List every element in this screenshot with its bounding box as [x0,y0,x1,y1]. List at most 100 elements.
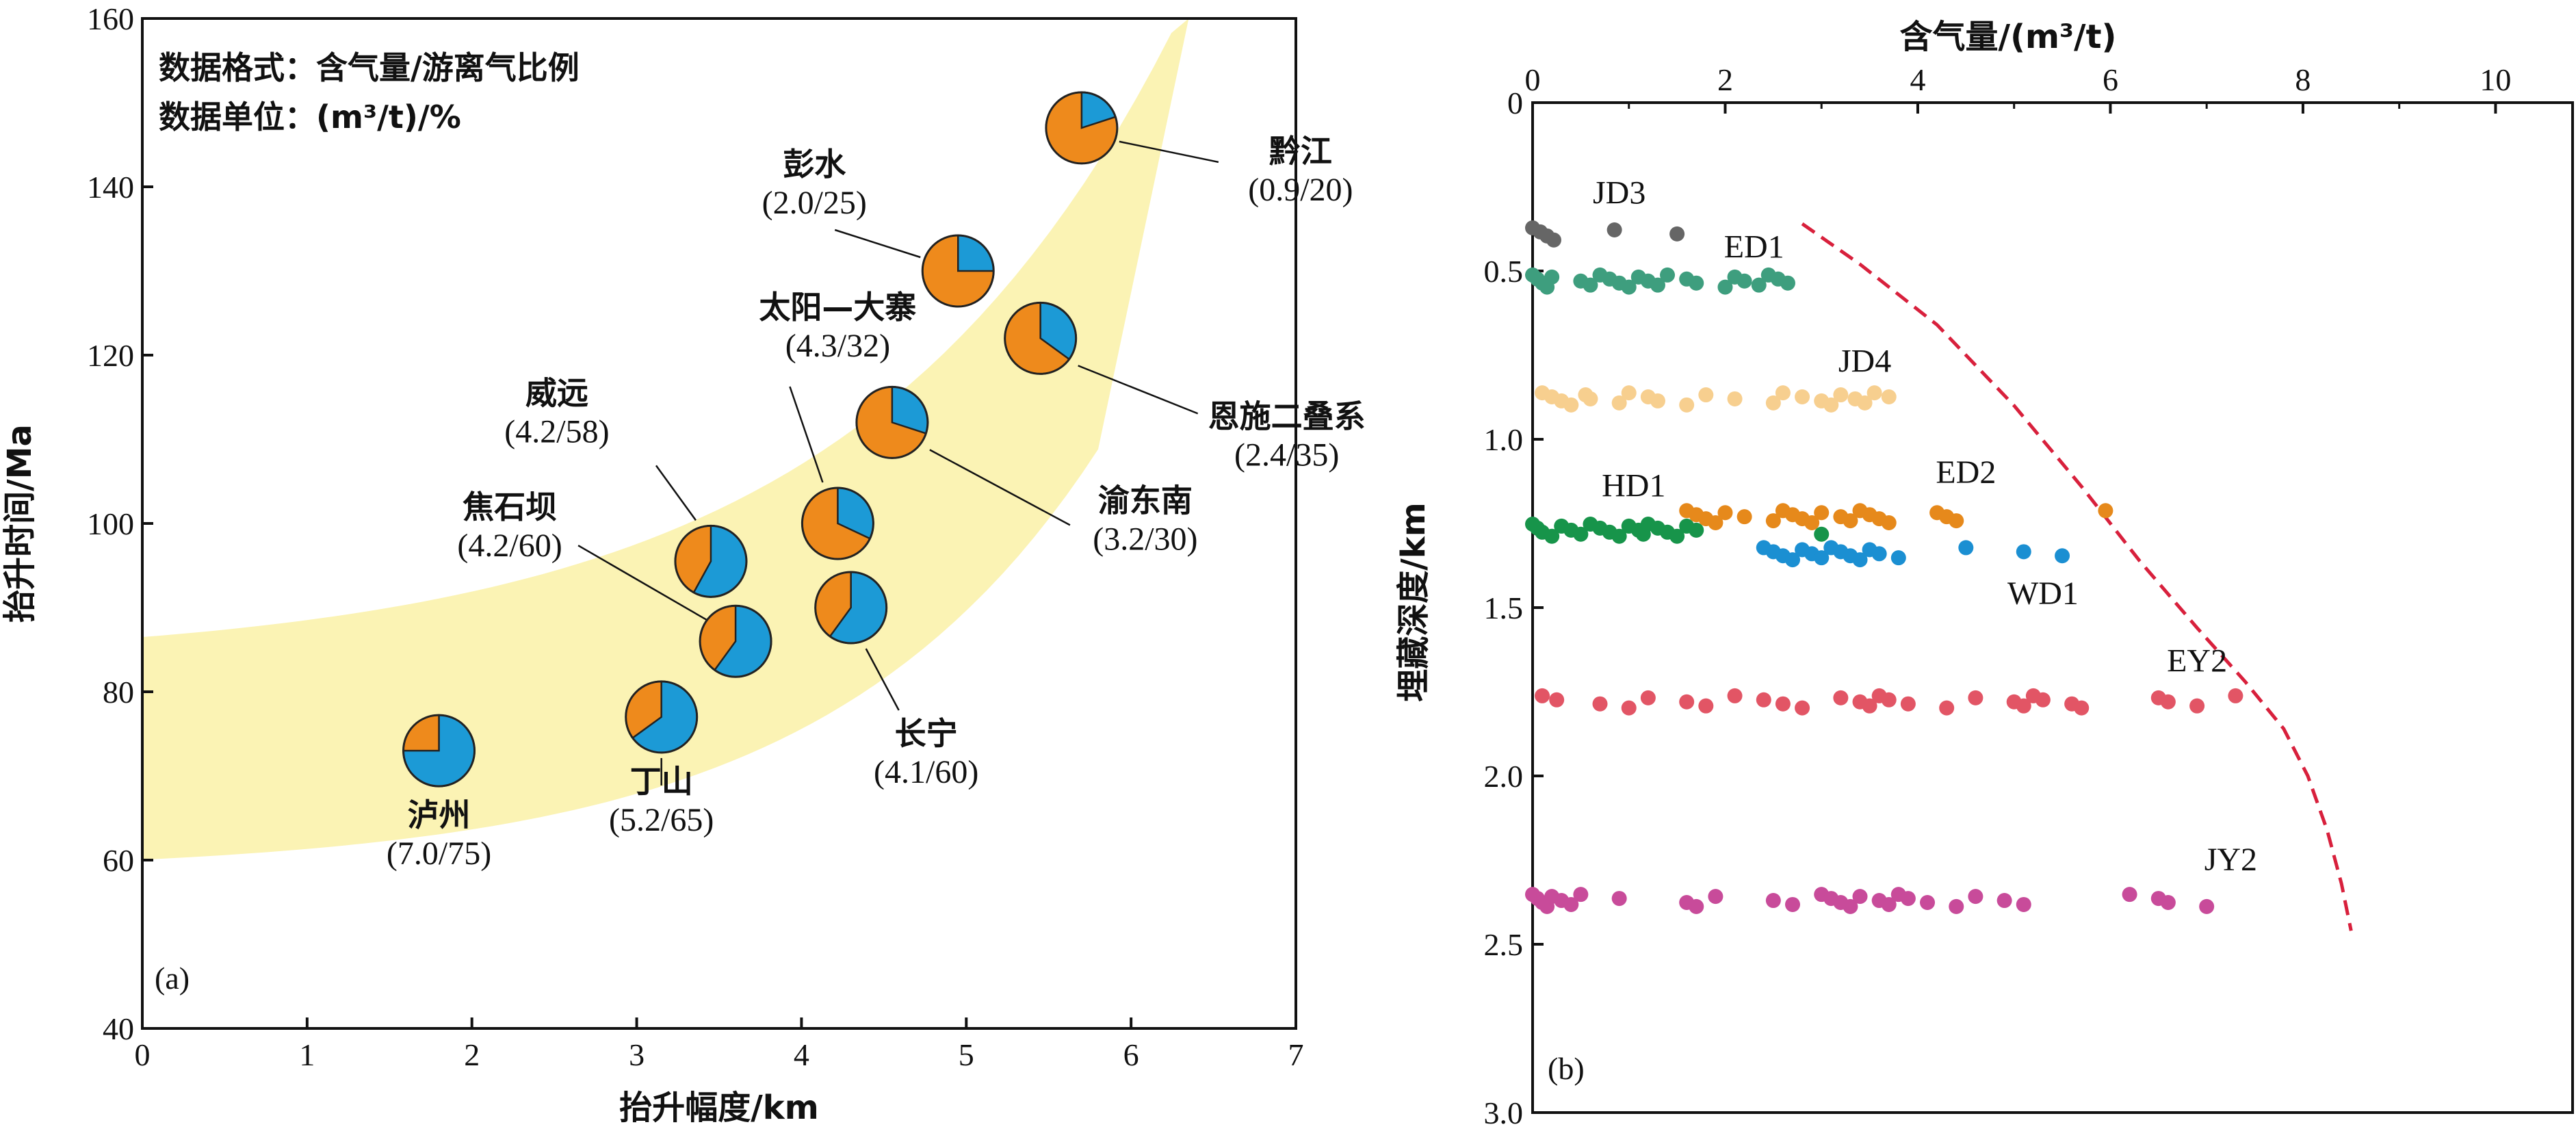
data-point [1621,700,1637,716]
data-point [1563,896,1579,912]
well-label: JD3 [1593,175,1645,211]
x-axis-title-a: 抬升幅度/km [619,1089,818,1127]
data-point [1698,387,1714,403]
data-point [1621,385,1637,401]
site-value: (5.2/65) [609,802,714,838]
x-tick-label-a: 0 [135,1037,151,1072]
data-point [1727,688,1743,703]
data-point [2016,544,2031,560]
data-point [1717,505,1733,521]
x-tick-label-b: 8 [2295,62,2311,97]
data-point [1563,397,1579,413]
data-point [1968,889,1983,905]
data-point [1852,889,1868,905]
data-point [1717,279,1733,295]
note-format: 数据格式：含气量/游离气比例 [159,49,580,86]
x-tick-label-a: 2 [464,1037,480,1072]
data-point [1881,692,1897,708]
site-value: (4.2/58) [504,413,609,450]
x-tick-label-b: 0 [1525,62,1541,97]
data-point [1650,393,1665,408]
pie-outline [699,604,772,678]
site-value: (0.9/20) [1248,172,1353,208]
site-name: 焦石坝 [463,489,557,525]
site-name: 彭水 [783,146,846,183]
x-tick-label-b: 4 [1910,62,1925,97]
data-point [2016,896,2031,912]
pie-marker: 长宁(4.1/60) [814,571,978,790]
site-value: (2.4/35) [1234,437,1339,473]
y-tick-label-b: 2.0 [1484,759,1524,794]
data-point [2160,694,2176,710]
data-point [1890,550,1906,566]
data-point [1689,275,1704,291]
x-tick-label-b: 10 [2480,62,2511,97]
well-label: ED2 [1936,454,1996,491]
leader-line [1078,365,1199,415]
pie-outline [855,385,929,459]
pie-marker: 黔江(0.9/20) [1045,91,1353,208]
data-point [1968,690,1983,705]
site-name: 渝东南 [1098,482,1193,519]
data-point [1549,692,1565,708]
pie-marker: 渝东南(3.2/30) [855,385,1198,557]
pie-outline [1045,91,1119,165]
site-value: (3.2/30) [1093,521,1197,557]
y-axis-title-b: 埋藏深度/km [1394,502,1433,701]
site-name: 恩施二叠系 [1208,398,1366,434]
y-tick-label-a: 80 [103,675,134,710]
data-point [1795,700,1810,716]
pie-outline [1004,301,1078,375]
data-point [1751,277,1767,293]
data-point [1679,694,1695,710]
data-point [1852,552,1868,568]
site-value: (4.2/60) [457,528,562,564]
data-point [1736,273,1752,289]
data-point [1535,688,1550,703]
panel-label-b: (b) [1548,1051,1585,1086]
x-tick-label-b: 6 [2103,62,2118,97]
x-tick-label-a: 7 [1288,1037,1304,1072]
series-wd1: WD1 [1756,540,2079,612]
data-point [1573,887,1589,903]
series-ed2: ED2 [1679,454,2113,531]
data-point [2199,898,2215,914]
data-point [1650,277,1665,293]
well-label: HD1 [1602,468,1665,504]
site-name: 太阳—大寨 [759,289,916,326]
data-point [1833,690,1849,705]
y-tick-label-b: 1.0 [1484,422,1524,457]
data-point [2098,503,2113,519]
data-point [1756,692,1771,708]
leader-line [789,386,824,483]
leader-line [655,465,697,521]
data-point [1804,515,1820,531]
pie-outline [625,680,699,754]
series-jy2: JY2 [1525,842,2257,914]
y-tick-label-b: 0.5 [1484,254,1524,289]
x-tick-label-a: 1 [299,1037,315,1072]
panel-label-a: (a) [155,961,190,996]
data-point [1996,893,2012,909]
note-unit: 数据单位：(m³/t)/% [159,99,461,135]
data-point [1881,389,1897,405]
data-point [1843,898,1858,914]
series-jd4: JD4 [1535,343,1897,413]
data-point [1814,550,1830,566]
site-name: 泸州 [408,796,471,833]
y-axis-title-a: 抬升时间/Ma [1,424,39,623]
data-point [1775,385,1791,401]
site-value: (7.0/75) [387,835,491,872]
site-name: 黔江 [1269,133,1332,170]
data-point [1958,540,1974,556]
y-tick-label-a: 140 [87,170,134,205]
data-point [1583,277,1598,293]
data-point [2016,698,2031,714]
pie-marker: 泸州(7.0/75) [387,714,491,872]
data-point [1765,513,1781,529]
data-point [2074,700,2090,716]
data-point [1689,522,1704,538]
y-tick-label-a: 120 [87,338,134,373]
